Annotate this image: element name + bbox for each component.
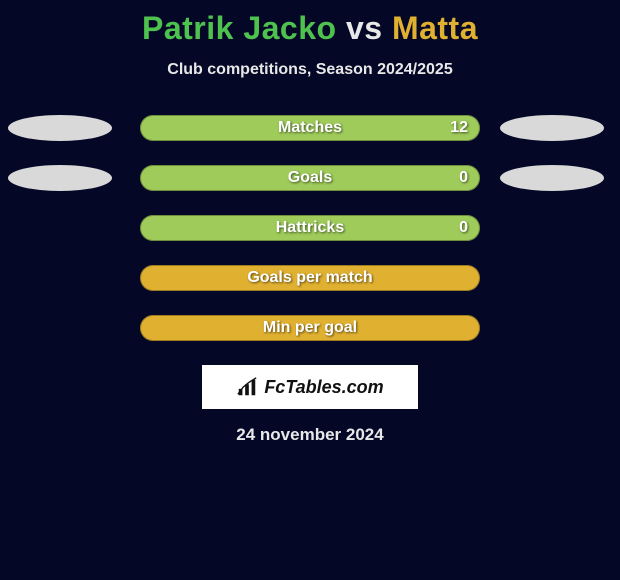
stat-row: Goals 0: [0, 165, 620, 191]
stat-value: 0: [459, 169, 468, 187]
left-player-dot: [8, 165, 112, 191]
page-title: Patrik Jacko vs Matta: [142, 10, 478, 47]
stats-list: Matches 12 Goals 0 Hattricks 0 Goals per match…: [0, 115, 620, 341]
bar-chart-icon: [236, 376, 258, 398]
stat-row: Goals per match: [0, 265, 620, 291]
player1-name: Patrik Jacko: [142, 10, 337, 46]
stat-bar: Min per goal: [140, 315, 480, 341]
stat-label: Goals: [288, 169, 332, 187]
left-player-dot: [8, 115, 112, 141]
stat-label: Min per goal: [263, 319, 357, 337]
stat-row: Min per goal: [0, 315, 620, 341]
stat-row: Matches 12: [0, 115, 620, 141]
vs-text: vs: [346, 10, 383, 46]
stat-label: Goals per match: [247, 269, 372, 287]
stat-row: Hattricks 0: [0, 215, 620, 241]
footer-date: 24 november 2024: [236, 425, 383, 445]
brand-name: FcTables.com: [264, 377, 383, 398]
stat-value: 12: [450, 119, 468, 137]
stat-bar: Goals 0: [140, 165, 480, 191]
player2-name: Matta: [392, 10, 478, 46]
brand-logo[interactable]: FcTables.com: [202, 365, 418, 409]
subtitle: Club competitions, Season 2024/2025: [167, 61, 452, 79]
comparison-card: Patrik Jacko vs Matta Club competitions,…: [0, 0, 620, 445]
stat-bar: Goals per match: [140, 265, 480, 291]
stat-value: 0: [459, 219, 468, 237]
right-player-dot: [500, 115, 604, 141]
stat-label: Hattricks: [276, 219, 344, 237]
right-player-dot: [500, 165, 604, 191]
stat-bar: Hattricks 0: [140, 215, 480, 241]
stat-label: Matches: [278, 119, 342, 137]
stat-bar: Matches 12: [140, 115, 480, 141]
